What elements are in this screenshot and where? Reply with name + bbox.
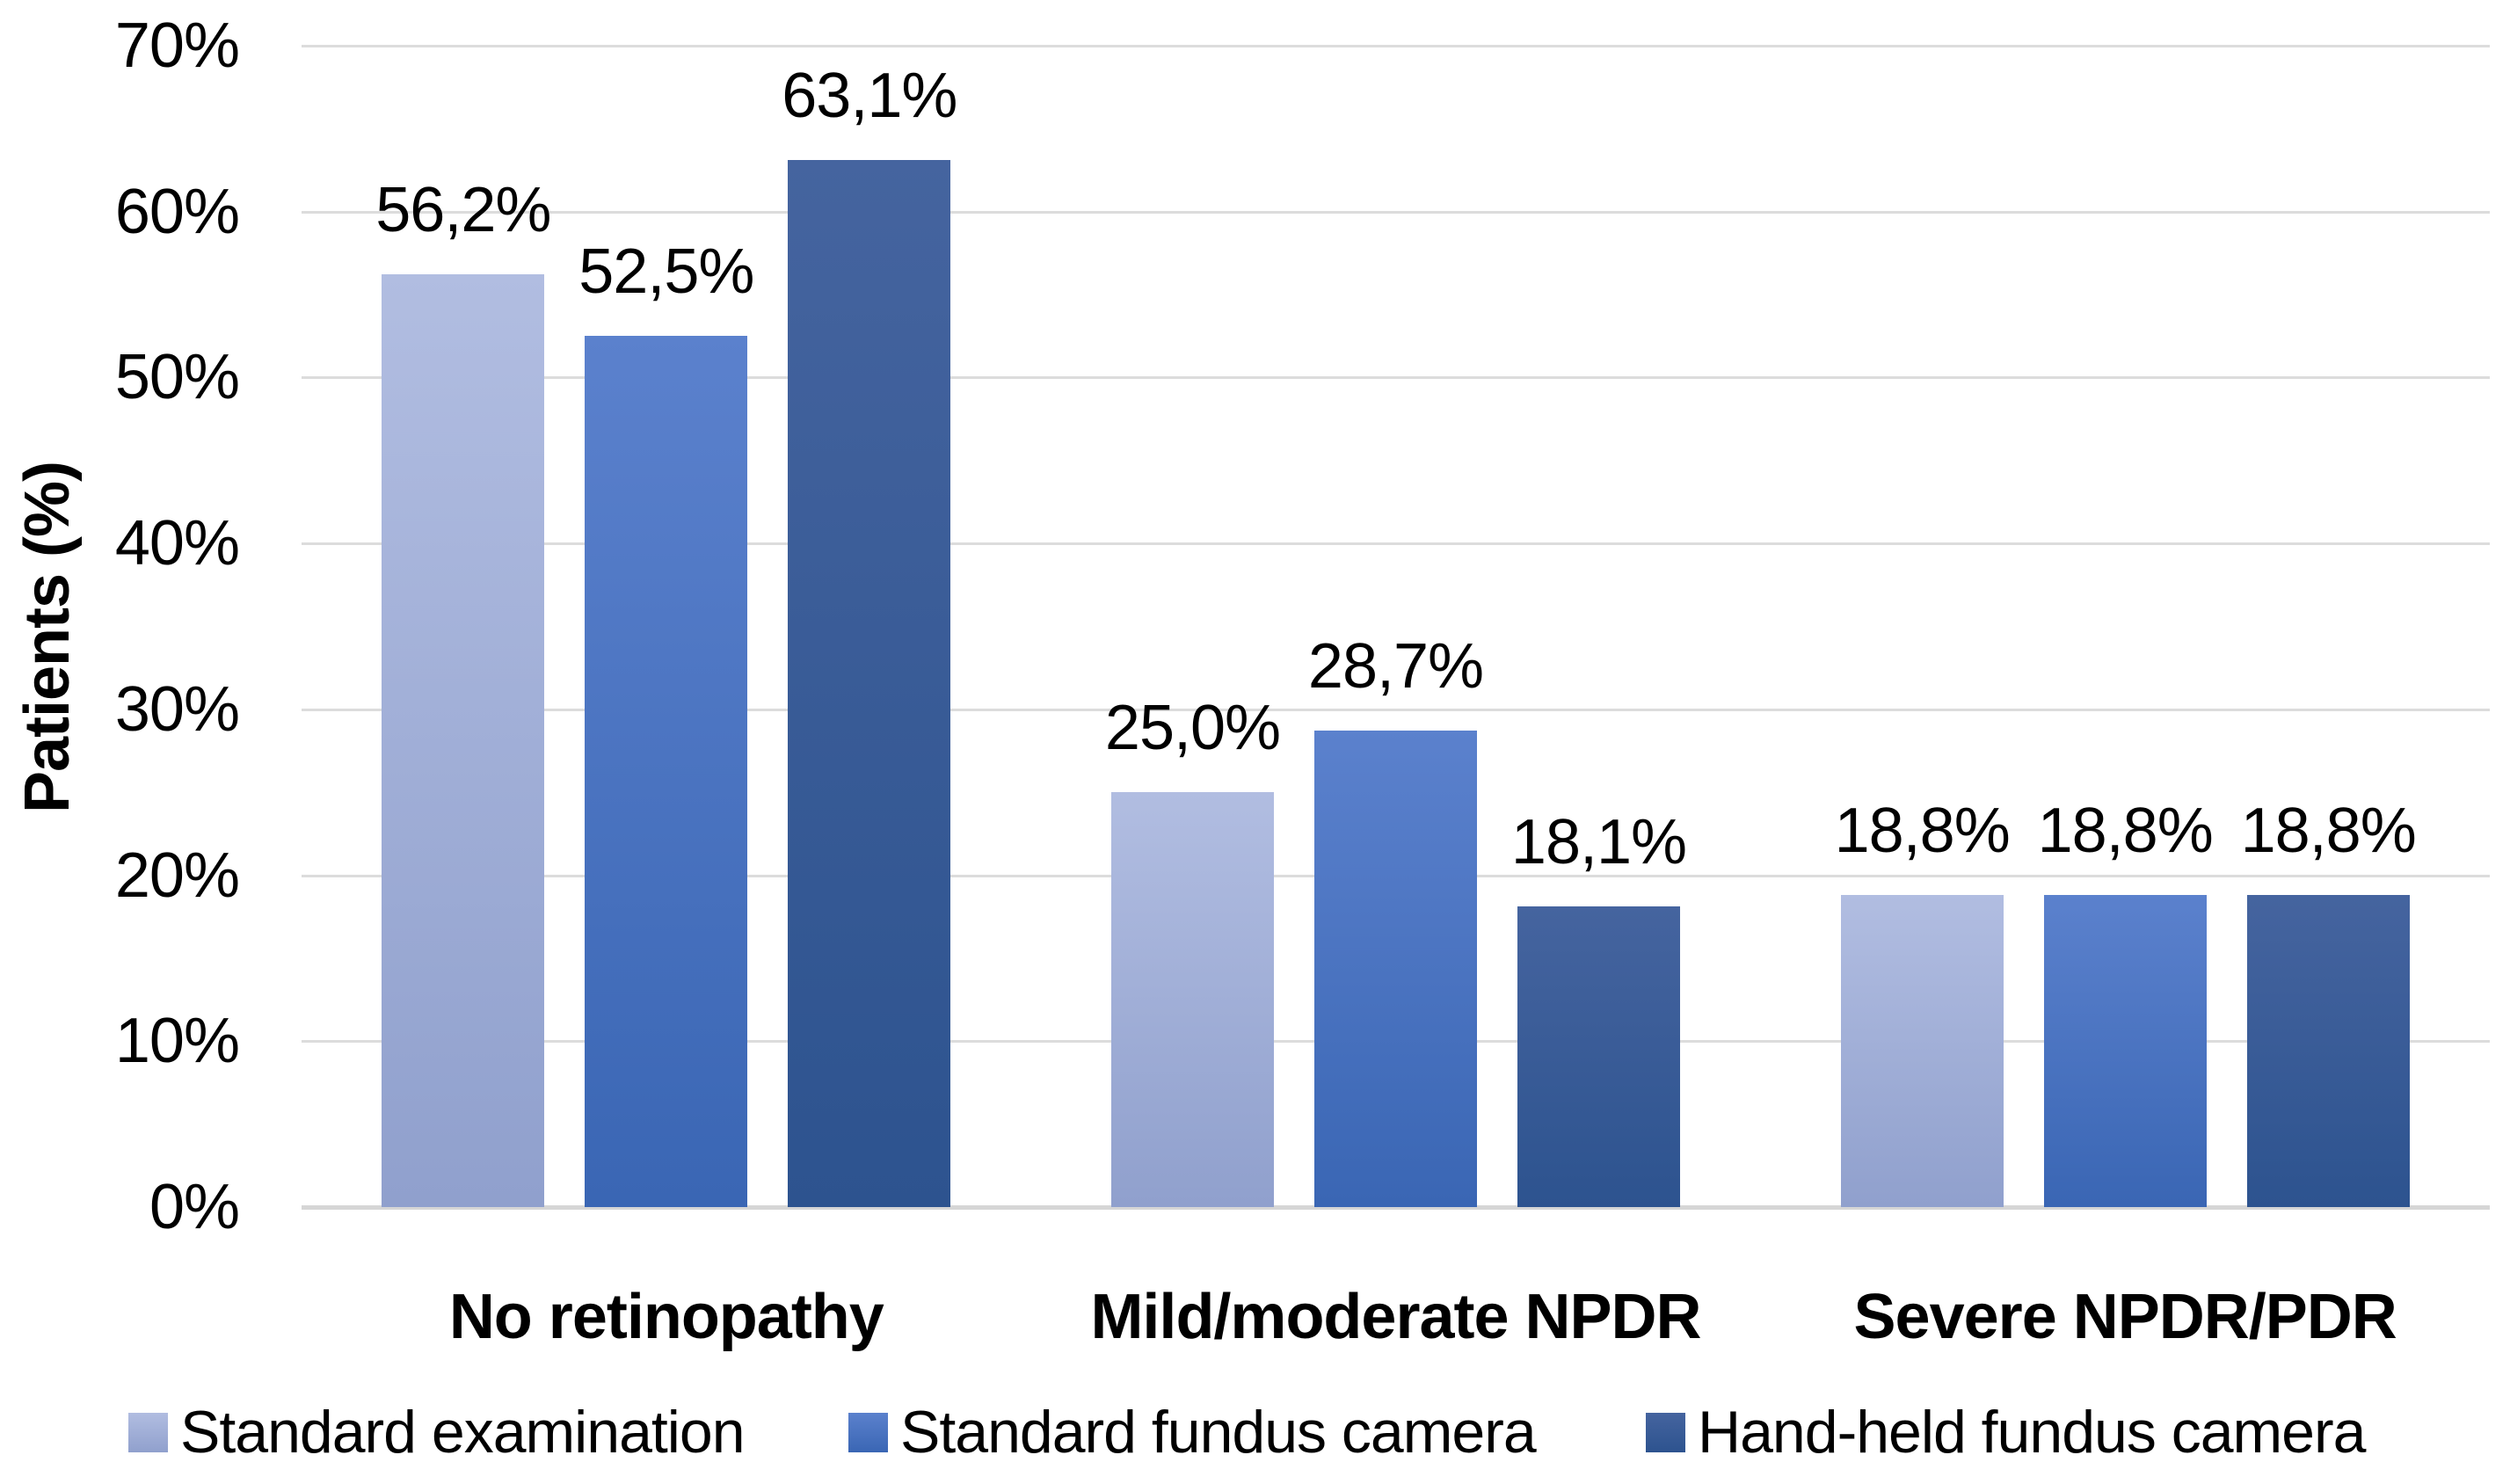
value-label-2-series-3: 18,1% [1510,807,1687,878]
bar-2-series-2 [1314,731,1477,1207]
legend-item-2: Standard fundus camera [848,1399,1537,1466]
legend-label-3: Hand-held fundus camera [1698,1399,2366,1466]
gridline-30% [302,708,2490,711]
y-tick-label-30%: 30% [114,673,240,745]
gridline-60% [302,210,2490,214]
legend-label-1: Standard examination [180,1399,746,1466]
value-label-1-series-3: 63,1% [782,61,957,132]
legend-swatch-3 [1646,1412,1685,1452]
category-label-3: Severe NPDR/PDR [1853,1282,2397,1352]
value-label-2-series-1: 25,0% [1104,693,1281,764]
bar-3-series-1 [1840,895,2004,1207]
category-label-2: Mild/moderate NPDR [1090,1282,1701,1352]
x-axis-line [302,1205,2490,1210]
bar-1-series-1 [382,274,545,1207]
legend-swatch-1 [128,1412,168,1452]
legend-swatch-2 [848,1412,888,1452]
y-tick-label-70%: 70% [114,11,240,82]
value-label-1-series-2: 52,5% [578,236,754,308]
y-tick-label-10%: 10% [114,1006,240,1077]
value-label-1-series-1: 56,2% [375,175,551,246]
bar-2-series-1 [1111,792,1274,1207]
category-label-1: No retinopathy [448,1282,884,1352]
legend-item-1: Standard examination [128,1399,746,1466]
value-label-2-series-2: 28,7% [1307,631,1484,702]
value-label-3-series-1: 18,8% [1834,796,2011,867]
y-tick-label-0%: 0% [149,1172,240,1242]
gridline-50% [302,376,2490,380]
value-label-3-series-3: 18,8% [2240,796,2417,867]
y-tick-label-50%: 50% [114,342,240,413]
bar-3-series-3 [2246,895,2410,1207]
y-tick-label-60%: 60% [114,176,240,247]
bar-2-series-3 [1517,906,1680,1207]
y-tick-label-20%: 20% [114,840,240,911]
legend-item-3: Hand-held fundus camera [1646,1399,2366,1466]
value-label-3-series-2: 18,8% [2037,796,2214,867]
legend-label-2: Standard fundus camera [900,1399,1537,1466]
gridline-70% [302,45,2490,48]
bar-3-series-2 [2043,895,2207,1207]
y-tick-label-40%: 40% [114,508,240,579]
bar-1-series-2 [585,336,748,1207]
bar-1-series-3 [788,160,951,1207]
gridline-40% [302,542,2490,546]
